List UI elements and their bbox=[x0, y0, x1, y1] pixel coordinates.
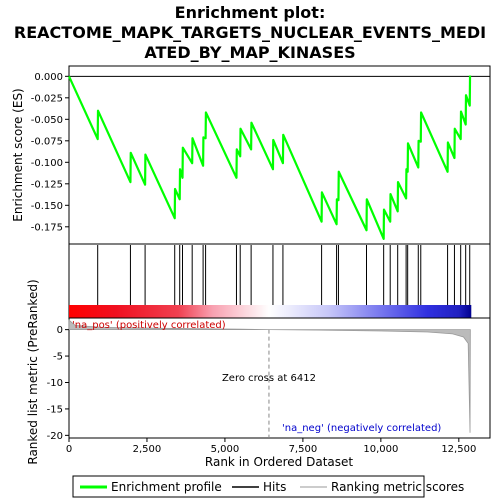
metric-y-ticks: 0 -5 -10 -15 -20 bbox=[47, 325, 69, 442]
negative-correlation-label: 'na_neg' (negatively correlated) bbox=[282, 423, 441, 434]
chart-title-line-2: REACTOME_MAPK_TARGETS_NUCLEAR_EVENTS_MED… bbox=[14, 23, 486, 42]
ranking-metric-area bbox=[68, 319, 471, 433]
x-tick-label: 2,500 bbox=[133, 444, 162, 455]
enrichment-profile-line bbox=[67, 75, 472, 240]
legend: Enrichment profile Hits Ranking metric s… bbox=[72, 475, 464, 498]
es-y-tick-label: -0.125 bbox=[31, 179, 63, 190]
es-y-tick-label: -0.075 bbox=[31, 136, 63, 147]
es-y-tick-label: -0.150 bbox=[31, 201, 63, 212]
metric-panel: 0 -5 -10 -15 -20 Zero cross at 6412 'na_pos' … bbox=[26, 279, 491, 465]
metric-y-tick-label: -15 bbox=[47, 404, 63, 415]
x-axis-ticks: 0 2,500 5,000 7,500 10,000 12,500 bbox=[66, 438, 476, 455]
chart-title-line-3: ATED_BY_MAP_KINASES bbox=[144, 43, 355, 62]
rank-heatmap-bar bbox=[69, 305, 472, 318]
metric-y-tick-label: -5 bbox=[53, 352, 63, 363]
x-tick-label: 12,500 bbox=[441, 444, 476, 455]
zero-cross-label: Zero cross at 6412 bbox=[222, 373, 316, 384]
metric-y-tick-label: -20 bbox=[47, 431, 63, 442]
metric-y-axis-label: Ranked list metric (PreRanked) bbox=[26, 279, 40, 464]
x-tick-label: 7,500 bbox=[289, 444, 318, 455]
metric-y-tick-label: 0 bbox=[57, 325, 63, 336]
es-y-tick-label: 0.000 bbox=[34, 72, 63, 83]
legend-ranking-metric-label: Ranking metric scores bbox=[331, 480, 464, 494]
es-y-axis-label: Enrichment score (ES) bbox=[11, 88, 25, 221]
metric-annotations: Zero cross at 6412 'na_pos' (positively c… bbox=[72, 320, 441, 438]
positive-correlation-label: 'na_pos' (positively correlated) bbox=[72, 320, 226, 331]
es-panel: 0.000 -0.025 -0.050 -0.075 -0.100 -0.125 -0.15… bbox=[11, 65, 491, 245]
legend-hits-label: Hits bbox=[263, 480, 286, 494]
x-axis-label: Rank in Ordered Dataset bbox=[205, 455, 353, 469]
hit-lines bbox=[97, 245, 471, 305]
es-y-tick-label: -0.100 bbox=[31, 158, 63, 169]
metric-panel-frame bbox=[68, 317, 491, 439]
es-y-tick-label: -0.050 bbox=[31, 115, 63, 126]
x-tick-label: 10,000 bbox=[363, 444, 398, 455]
hits-panel bbox=[68, 243, 491, 319]
metric-y-tick-label: -10 bbox=[47, 378, 63, 389]
enrichment-profile-path bbox=[67, 75, 472, 240]
ranking-metric-fill bbox=[68, 319, 471, 433]
es-y-ticks: 0.000 -0.025 -0.050 -0.075 -0.100 -0.125 -0.15… bbox=[31, 72, 69, 233]
x-tick-label: 0 bbox=[66, 444, 72, 455]
heatmap-rect bbox=[69, 305, 472, 318]
x-tick-label: 5,000 bbox=[211, 444, 240, 455]
chart-title-line-1: Enrichment plot: bbox=[175, 3, 326, 22]
es-y-tick-label: -0.025 bbox=[31, 93, 63, 104]
legend-enrichment-profile-label: Enrichment profile bbox=[111, 480, 222, 494]
es-y-tick-label: -0.175 bbox=[31, 222, 63, 233]
